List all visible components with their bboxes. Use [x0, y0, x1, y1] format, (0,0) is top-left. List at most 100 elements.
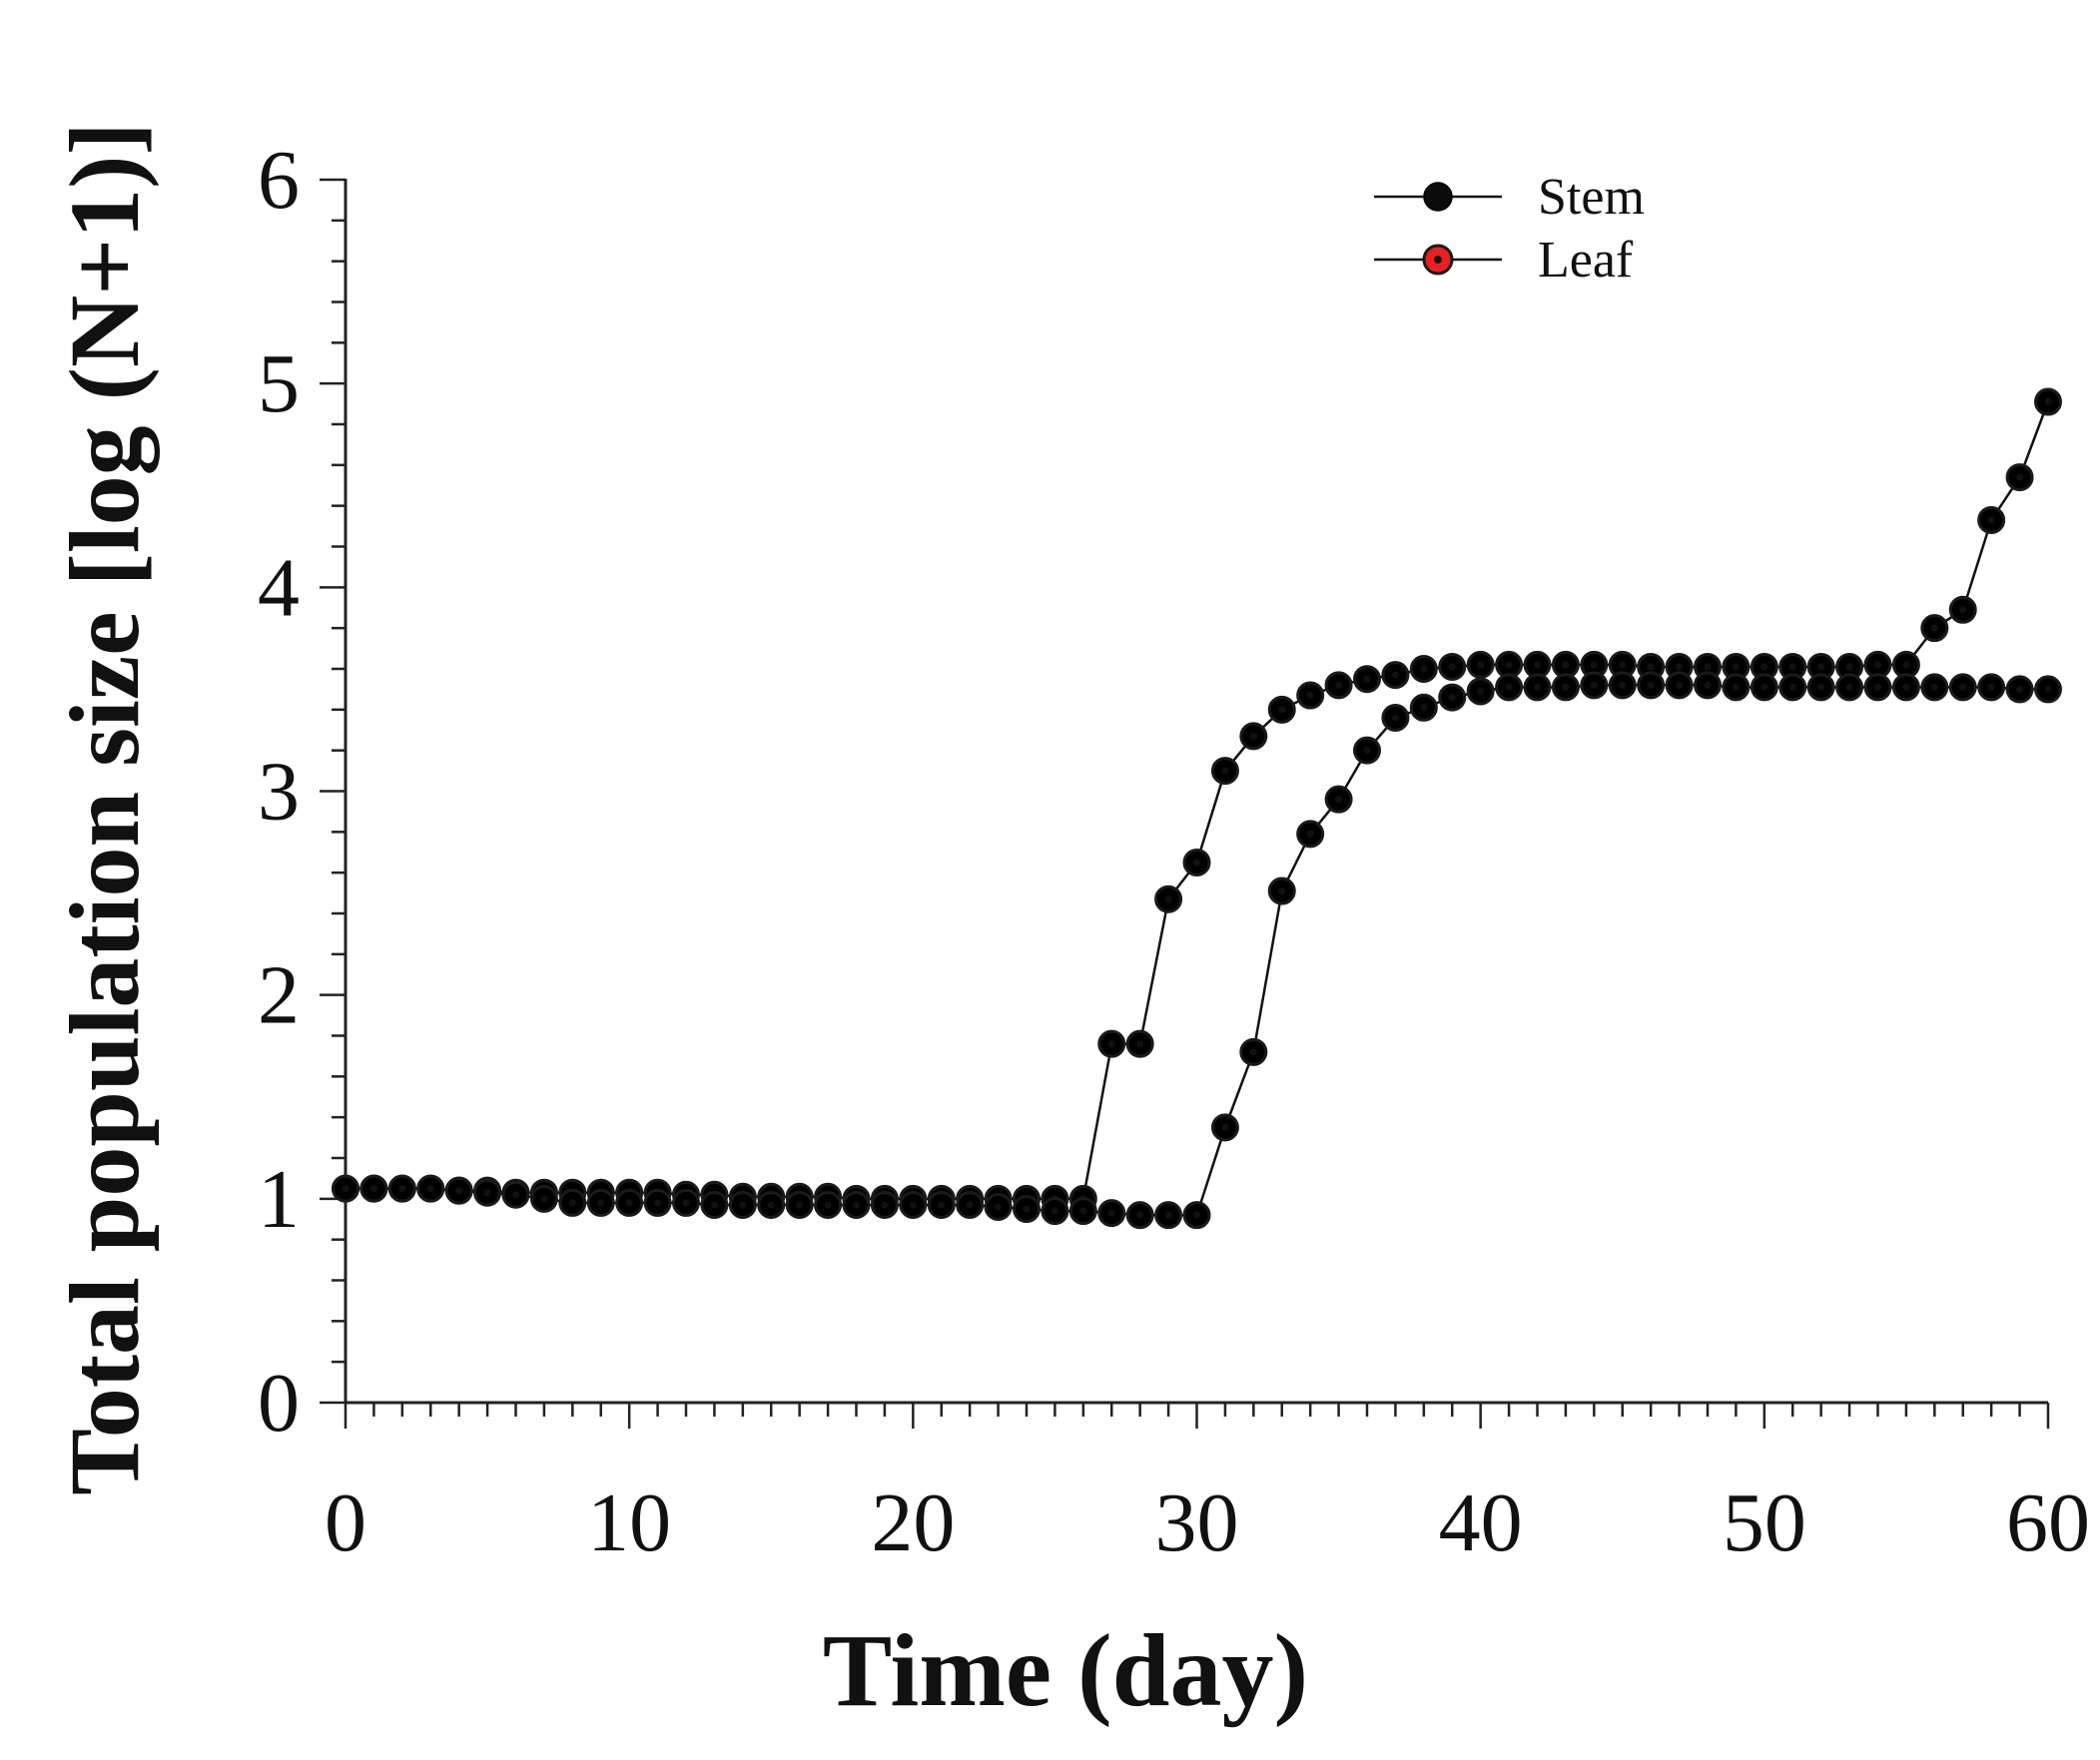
marker-center-dot: [1193, 859, 1200, 867]
data-point-leaf: [2005, 675, 2034, 704]
marker-center-dot: [995, 1203, 1003, 1211]
marker-center-dot: [1590, 681, 1598, 689]
data-point-leaf: [1438, 683, 1467, 712]
data-point-stem: [2034, 387, 2062, 416]
data-point-leaf: [1523, 673, 1552, 702]
data-point-leaf: [1495, 673, 1524, 702]
marker-center-dot: [1590, 661, 1598, 669]
data-point-leaf: [1920, 673, 1949, 702]
data-point-leaf: [1750, 673, 1778, 702]
data-point-leaf: [1778, 673, 1807, 702]
data-point-leaf: [1182, 1201, 1211, 1230]
data-point-leaf: [586, 1188, 615, 1217]
data-point-leaf: [332, 1174, 359, 1203]
marker-center-dot: [1534, 661, 1541, 669]
marker-center-dot: [1987, 683, 1995, 691]
marker-center-dot: [1136, 1040, 1144, 1048]
y-tick-label: 5: [258, 337, 300, 430]
data-point-leaf: [615, 1188, 644, 1217]
data-point-leaf: [1637, 671, 1666, 700]
marker-center-dot: [1959, 683, 1967, 691]
marker-center-dot: [1505, 661, 1513, 669]
legend: Stem Leaf: [1374, 169, 1645, 289]
data-point-leaf: [1891, 673, 1920, 702]
data-point-leaf: [785, 1190, 814, 1219]
marker-center-dot: [1562, 661, 1570, 669]
data-point-stem: [1948, 595, 1977, 624]
marker-center-dot: [1391, 671, 1399, 679]
y-tick-label: 6: [258, 134, 300, 227]
marker-center-dot: [1363, 675, 1371, 683]
marker-center-dot: [1619, 661, 1627, 669]
data-point-leaf: [984, 1193, 1013, 1221]
marker-center-dot: [1845, 683, 1853, 691]
marker-center-dot: [1874, 683, 1881, 691]
data-point-stem: [1296, 681, 1325, 710]
data-point-stem: [1125, 1029, 1154, 1058]
data-point-leaf: [899, 1190, 928, 1219]
data-point-leaf: [1665, 671, 1694, 700]
marker-center-dot: [1619, 681, 1627, 689]
x-tick-label: 20: [871, 1476, 955, 1569]
marker-center-dot: [1647, 681, 1655, 689]
data-point-leaf: [2034, 675, 2062, 704]
marker-center-dot: [796, 1201, 804, 1209]
marker-center-dot: [568, 1199, 576, 1207]
marker-center-dot: [1704, 681, 1712, 689]
marker-center-dot: [1249, 732, 1257, 740]
marker-center-dot: [1647, 663, 1655, 671]
y-tick-label: 2: [258, 949, 300, 1042]
data-point-stem: [1409, 655, 1438, 683]
y-tick-label: 1: [258, 1153, 300, 1246]
marker-center-dot: [1959, 606, 1967, 614]
data-point-leaf: [1267, 877, 1296, 905]
marker-center-dot: [1107, 1040, 1115, 1048]
marker-center-dot: [1817, 683, 1825, 691]
data-point-stem: [1353, 665, 1381, 694]
marker-center-dot: [398, 1185, 406, 1193]
data-point-leaf: [1806, 673, 1835, 702]
legend-label: Leaf: [1538, 232, 1634, 289]
data-point-leaf: [870, 1190, 899, 1219]
data-point-leaf: [1068, 1197, 1097, 1226]
data-point-leaf: [1608, 671, 1637, 700]
marker-center-dot: [1136, 1211, 1144, 1219]
marker-center-dot: [1420, 704, 1428, 712]
marker-center-dot: [2016, 473, 2024, 481]
data-point-stem: [2005, 463, 2034, 492]
marker-center-dot: [1760, 683, 1768, 691]
marker-center-dot: [540, 1195, 548, 1203]
marker-center-dot: [2016, 685, 2024, 693]
data-point-leaf: [1097, 1199, 1126, 1228]
marker-center-dot: [1107, 1209, 1115, 1217]
data-point-leaf: [1041, 1197, 1069, 1226]
marker-center-dot: [1335, 681, 1343, 689]
marker-center-dot: [1788, 663, 1796, 671]
legend-marker: [1422, 244, 1454, 276]
data-point-leaf: [1296, 820, 1325, 849]
data-point-leaf: [416, 1174, 445, 1203]
marker-center-dot: [1420, 665, 1428, 673]
y-tick-label: 3: [258, 746, 300, 839]
data-point-leaf: [1353, 736, 1381, 765]
x-axis-label: Time (day): [823, 1613, 1308, 1728]
data-point-leaf: [558, 1188, 587, 1217]
marker-center-dot: [1704, 663, 1712, 671]
legend-marker: [1423, 182, 1453, 212]
y-tick-label: 0: [258, 1357, 300, 1450]
marker-center-dot: [1221, 1123, 1229, 1131]
marker-center-dot: [767, 1201, 775, 1209]
marker-center-dot: [1817, 663, 1825, 671]
data-point-leaf: [1154, 1201, 1183, 1230]
marker-center-dot: [1874, 661, 1881, 669]
data-point-leaf: [1835, 673, 1864, 702]
data-point-leaf: [814, 1190, 843, 1219]
data-point-stem: [1324, 671, 1353, 700]
marker-center-dot: [824, 1201, 832, 1209]
data-point-leaf: [387, 1174, 416, 1203]
marker-center-dot: [710, 1201, 718, 1209]
marker-center-dot: [1676, 663, 1684, 671]
